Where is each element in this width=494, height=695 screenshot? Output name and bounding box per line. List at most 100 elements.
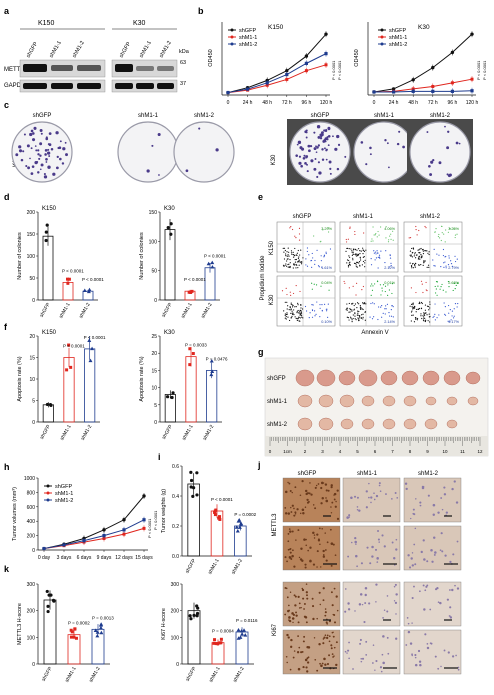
event-dot (314, 315, 316, 317)
event-dot (420, 301, 423, 304)
cell-nucleus (377, 530, 380, 533)
panel-label-j: j (257, 460, 261, 470)
cell-nucleus (291, 530, 294, 533)
event-dot (298, 264, 300, 266)
event-dot (451, 310, 454, 312)
cell-nucleus (374, 548, 378, 551)
colony (30, 147, 33, 150)
cell-nucleus (302, 665, 305, 669)
x-tick-label: shM1-1 (180, 302, 194, 320)
event-dot (283, 251, 285, 253)
event-dot (320, 260, 323, 262)
data-point (219, 637, 223, 641)
event-dot (345, 238, 347, 241)
cell-nucleus (378, 482, 381, 485)
cell-nucleus (348, 657, 350, 660)
y-axis-label: Apoptosis rate (%) (139, 356, 145, 401)
cell-nucleus (324, 634, 327, 637)
cell-nucleus (375, 494, 379, 498)
event-dot (355, 319, 357, 321)
y-tick-label: 0.4 (172, 494, 179, 500)
data-point (45, 223, 49, 227)
x-tick-label: shM1-1 (181, 424, 195, 442)
cell-nucleus (441, 550, 444, 553)
lane-label: shM1-1 (49, 40, 63, 59)
event-dot (409, 305, 411, 307)
data-point (44, 238, 48, 243)
cell-nucleus (286, 560, 288, 563)
y-axis-label: Apoptosis rate (%) (17, 356, 23, 401)
data-point (216, 642, 220, 646)
colony (37, 149, 40, 152)
cell-nucleus (288, 528, 291, 530)
cell-nucleus (309, 482, 311, 484)
event-dot (428, 253, 430, 256)
event-dot (299, 290, 301, 293)
colony-plate (409, 121, 471, 183)
data-point (218, 641, 222, 645)
event-dot (311, 288, 313, 290)
cell-nucleus (287, 540, 290, 543)
colony (306, 170, 309, 173)
cell-nucleus (322, 642, 325, 645)
event-dot (319, 307, 321, 309)
colony (305, 155, 309, 158)
tumor-row-label: shM1-1 (267, 399, 288, 405)
event-dot (426, 289, 428, 292)
cell-nucleus (345, 588, 347, 590)
blot-band (136, 66, 154, 71)
colony (295, 154, 298, 157)
event-dot (289, 266, 291, 269)
colony (45, 137, 49, 141)
event-dot (421, 317, 423, 320)
cell-nucleus (359, 638, 362, 641)
ihc-image (282, 477, 341, 523)
cell-nucleus (443, 486, 446, 489)
event-dot (419, 302, 421, 304)
flow-plot (276, 275, 336, 327)
event-dot (447, 304, 450, 307)
event-dot (296, 318, 298, 320)
event-dot (392, 230, 394, 232)
cell-nucleus (290, 511, 293, 513)
colony (319, 134, 323, 138)
chart-title: K150 (42, 206, 57, 212)
x-tick-label: 6 days (77, 555, 92, 561)
quadrant-percent: 1.61% (321, 266, 332, 270)
colony (58, 146, 62, 150)
cell-nucleus (303, 602, 306, 605)
cell-nucleus (330, 484, 333, 487)
event-dot (301, 316, 303, 318)
y-tick-label: 0 (154, 420, 157, 426)
cell-nucleus (300, 651, 303, 654)
y-axis-label: OD450 (354, 49, 360, 66)
event-dot (310, 259, 313, 262)
event-dot (425, 250, 427, 252)
quadrant-percent: 2.79% (448, 266, 459, 270)
bar (211, 642, 225, 665)
cell-nucleus (382, 616, 384, 619)
series-line (227, 53, 327, 94)
event-dot (308, 317, 310, 319)
cell-nucleus (302, 512, 305, 515)
tumor (467, 396, 479, 406)
data-point (82, 288, 87, 292)
event-dot (286, 308, 288, 310)
tumor (401, 370, 419, 386)
event-dot (456, 233, 458, 235)
event-dot (412, 306, 414, 308)
event-dot (362, 302, 364, 304)
event-dot (351, 303, 353, 305)
cell-nucleus (424, 589, 427, 592)
event-dot (346, 309, 348, 311)
legend-label: shM1-1 (389, 35, 407, 41)
event-dot (352, 251, 354, 253)
event-dot (438, 237, 441, 239)
cell-nucleus (418, 660, 422, 663)
tumor (465, 371, 481, 385)
lane-label: shM1-2 (159, 40, 173, 59)
x-tick-label: shM1-1 (208, 666, 222, 684)
event-dot (325, 252, 327, 255)
event-dot (300, 263, 303, 265)
event-dot (447, 231, 449, 233)
